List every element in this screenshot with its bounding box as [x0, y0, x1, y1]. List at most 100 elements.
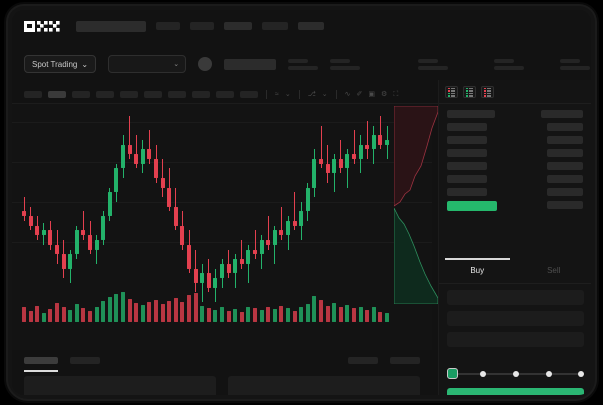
- bottom-action-hide-other-pairs[interactable]: [348, 356, 378, 364]
- slider-node-75[interactable]: [546, 370, 552, 377]
- chart-toolbar: ≈ ⌄ ⎇ ⌄ ∿ ✐ ▣ ⚙ ⛶: [12, 86, 591, 104]
- volume-bar: [187, 294, 191, 322]
- candle: [286, 104, 290, 314]
- volume-bar: [332, 302, 337, 322]
- nav-item-earn[interactable]: [224, 22, 252, 30]
- slider-node-25[interactable]: [480, 370, 486, 377]
- order-book-row[interactable]: [447, 162, 583, 170]
- volume-bar: [319, 299, 323, 322]
- candle: [200, 104, 205, 314]
- settings-gear-icon[interactable]: ⚙: [381, 91, 388, 98]
- order-book-row[interactable]: [447, 136, 583, 144]
- bottom-card-left[interactable]: [24, 376, 216, 395]
- camera-icon[interactable]: ▣: [368, 91, 376, 98]
- volume-bar: [292, 311, 297, 322]
- order-amount-field[interactable]: [447, 311, 584, 326]
- nav-item-trade[interactable]: [156, 22, 180, 30]
- nav-item-assets[interactable]: [262, 22, 288, 30]
- candle: [55, 104, 59, 314]
- order-book-row[interactable]: [447, 175, 583, 183]
- order-book-size-cell: [547, 175, 583, 183]
- volume-bar: [338, 307, 343, 322]
- volume-bar: [55, 302, 59, 322]
- fullscreen-icon[interactable]: ⛶: [393, 91, 399, 98]
- order-book-price-cell: [447, 149, 487, 157]
- order-price-field[interactable]: [447, 290, 584, 305]
- volume-bar: [239, 312, 244, 322]
- draw-pencil-icon[interactable]: ✐: [356, 91, 363, 98]
- timeframe-5m[interactable]: [48, 91, 66, 98]
- slider-node-50[interactable]: [513, 370, 519, 377]
- orderbook-view-bids-icon[interactable]: [463, 86, 476, 98]
- tab-buy[interactable]: Buy: [439, 258, 516, 283]
- bottom-tab-open-orders[interactable]: [24, 356, 58, 372]
- okx-logo[interactable]: [24, 20, 60, 32]
- slider-handle[interactable]: [447, 368, 458, 379]
- device-frame: Spot Trading ⌄ ⌄ ≈ ⌄ ⎇ ⌄ ∿ ✐ ▣: [8, 6, 595, 399]
- candle: [94, 104, 99, 314]
- candle: [345, 104, 350, 314]
- order-book-row[interactable]: [447, 149, 583, 157]
- search-input[interactable]: [76, 20, 146, 32]
- volume-bar: [305, 303, 310, 322]
- order-book-price-cell: [447, 188, 487, 196]
- timeframe-more[interactable]: [240, 91, 258, 98]
- order-book-row[interactable]: [447, 110, 583, 118]
- spot-trading-dropdown[interactable]: Spot Trading ⌄: [24, 55, 97, 73]
- chart-gridline: [12, 202, 432, 203]
- order-book-price-cell: [447, 175, 487, 183]
- timeframe-30m[interactable]: [96, 91, 114, 98]
- trading-pair-select[interactable]: ⌄: [108, 55, 187, 73]
- candle: [41, 104, 46, 314]
- timeframe-1m[interactable]: [24, 91, 42, 98]
- submit-buy-button[interactable]: [447, 388, 584, 395]
- volume-bar: [325, 305, 330, 322]
- volume-bar: [299, 307, 304, 322]
- order-book-size-cell: [547, 123, 583, 131]
- candle: [279, 104, 284, 314]
- chevron-down-icon[interactable]: ⌄: [284, 91, 291, 98]
- bottom-tab-bar: [12, 350, 432, 372]
- volume-bar: [167, 300, 172, 322]
- order-book-row[interactable]: [447, 201, 583, 211]
- bottom-tab-order-history[interactable]: [70, 356, 100, 364]
- volume-bar: [114, 293, 119, 322]
- candle: [220, 104, 224, 314]
- order-book-row[interactable]: [447, 123, 583, 131]
- amount-percent-slider[interactable]: [447, 368, 584, 380]
- candle: [312, 104, 317, 314]
- timeframe-1w[interactable]: [192, 91, 210, 98]
- nav-item-markets[interactable]: [190, 22, 214, 30]
- order-book-price-cell: [447, 136, 487, 144]
- volume-bar: [378, 312, 383, 322]
- indicator-icon[interactable]: ≈: [275, 91, 279, 98]
- chevron-down-icon-2[interactable]: ⌄: [321, 91, 328, 98]
- orderbook-view-asks-icon[interactable]: [481, 86, 494, 98]
- bottom-action-cancel-all[interactable]: [390, 356, 420, 364]
- line-tool-icon[interactable]: ∿: [344, 91, 351, 98]
- candle: [272, 104, 277, 314]
- nav-item-more[interactable]: [298, 22, 324, 30]
- chart-type-icon[interactable]: ⎇: [307, 91, 316, 98]
- timeframe-1mo[interactable]: [216, 91, 234, 98]
- timeframe-4h[interactable]: [144, 91, 162, 98]
- candle: [127, 104, 132, 314]
- volume-bar: [140, 304, 145, 322]
- slider-node-100[interactable]: [578, 370, 584, 377]
- orderbook-view-both-icon[interactable]: [445, 86, 458, 98]
- timeframe-1d[interactable]: [168, 91, 186, 98]
- volume-bar: [233, 309, 238, 322]
- bottom-card-right[interactable]: [228, 376, 420, 395]
- timeframe-15m[interactable]: [72, 91, 90, 98]
- order-total-field[interactable]: [447, 332, 584, 347]
- candlestick-chart[interactable]: [12, 104, 432, 350]
- order-book-size-cell: [547, 162, 583, 170]
- timeframe-1h[interactable]: [120, 91, 138, 98]
- ticker-bar: Spot Trading ⌄ ⌄: [12, 48, 591, 80]
- last-price-value: [224, 58, 277, 70]
- candle: [180, 104, 185, 314]
- order-book-row[interactable]: [447, 188, 583, 196]
- tab-sell[interactable]: Sell: [516, 258, 592, 283]
- order-book-price-cell: [447, 201, 497, 211]
- volume-bar: [35, 305, 40, 322]
